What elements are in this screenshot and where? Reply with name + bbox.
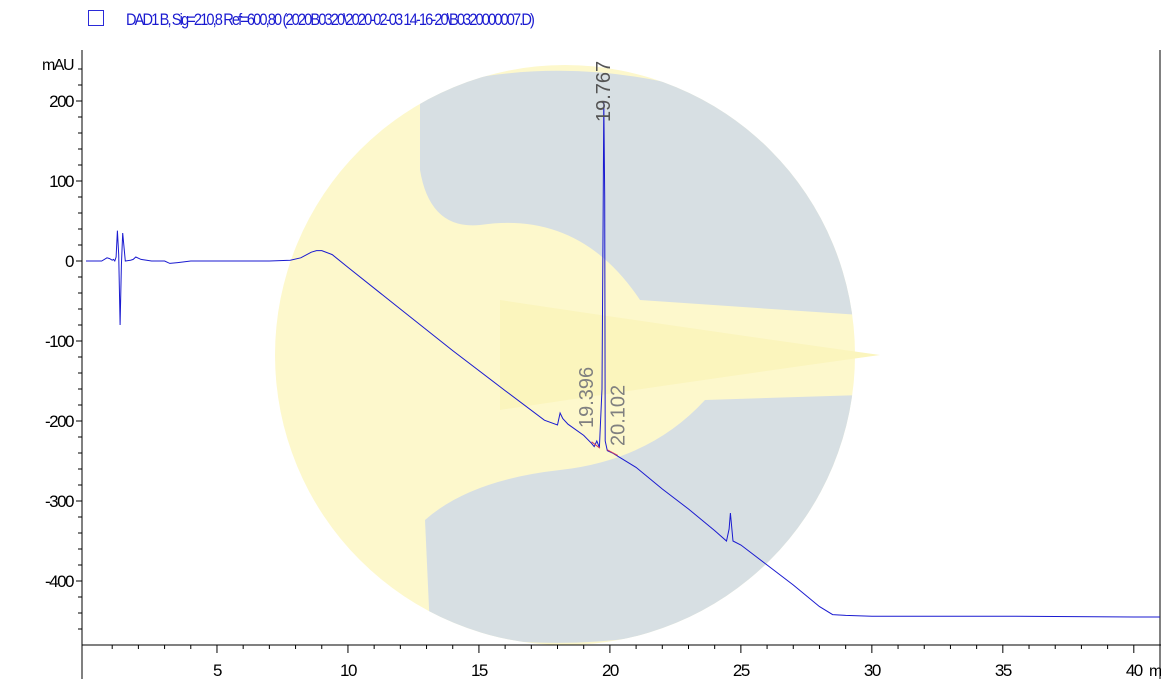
annotations: 19.767 19.396 20.102	[576, 61, 629, 446]
legend-label: DAD1 B, Sig=210,8 Ref=600,80 (2020B0320\…	[126, 10, 535, 29]
x-tick-label: 25	[733, 661, 750, 679]
axes: 200 100 0 -100 -200 -300 -400 mAU 5 10 15 20 25 30 35 4…	[42, 50, 1161, 679]
y-axis-label: mAU	[42, 57, 74, 74]
y-tick-label: -100	[45, 332, 74, 351]
y-tick-label: 200	[49, 92, 74, 111]
watermark-logo	[275, 65, 880, 645]
x-tick-label: 15	[471, 661, 488, 679]
legend-swatch	[88, 10, 104, 26]
peak-label: 19.767	[593, 61, 615, 122]
y-tick-label: -300	[45, 492, 74, 511]
x-axis-label: min	[1149, 663, 1161, 679]
y-tick-label: -400	[45, 572, 74, 591]
peak-baseline-mark	[591, 441, 601, 449]
y-tick-label: -200	[45, 412, 74, 431]
x-tick-label: 20	[602, 661, 619, 679]
x-tick-label: 35	[995, 661, 1012, 679]
x-tick-label: 40	[1126, 661, 1143, 679]
series-layer	[86, 100, 1160, 618]
y-tick-label: 100	[49, 172, 74, 191]
signal-trace	[86, 100, 1160, 618]
watermark-grey-upper	[420, 70, 855, 315]
peak-baseline-mark	[607, 449, 618, 456]
x-tick-label: 30	[864, 661, 881, 679]
x-tick-label: 10	[340, 661, 357, 679]
y-tick-label: 0	[65, 252, 74, 271]
peak-label: 20.102	[608, 385, 630, 446]
x-tick-label: 5	[213, 661, 222, 679]
peak-label: 19.396	[576, 367, 598, 428]
watermark-yellow-arrow	[500, 300, 880, 410]
